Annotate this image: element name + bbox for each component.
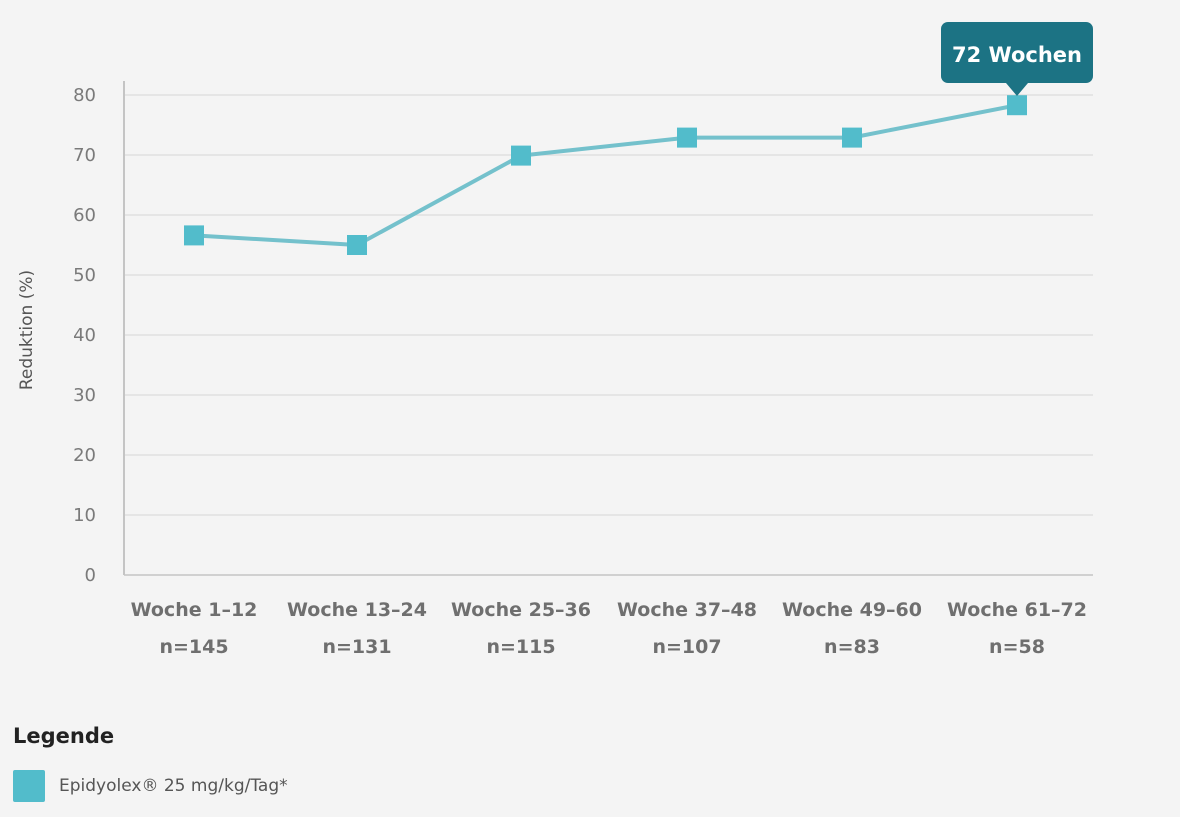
y-tick-label: 70 [73, 145, 96, 166]
x-category-label: Woche 1–12 [131, 599, 258, 621]
callout-box [941, 22, 1093, 83]
legend-item: Epidyolex® 25 mg/kg/Tag* [13, 770, 613, 802]
reduction-line-chart: 0 10 20 30 40 50 60 70 80 Reduktion (%) Woche 1–… [17, 22, 1093, 658]
y-tick-label: 80 [73, 85, 96, 106]
x-sample-size-label: n=131 [322, 636, 391, 658]
callout-72-wochen: 72 Wochen [941, 22, 1093, 96]
data-point-marker [511, 145, 531, 166]
legend-swatch [13, 770, 45, 802]
x-category-label: Woche 13–24 [287, 599, 427, 621]
x-category-label: Woche 37–48 [617, 599, 757, 621]
y-tick-label: 60 [73, 205, 96, 226]
y-tick-labels: 0 10 20 30 40 50 60 70 80 [73, 85, 96, 586]
series-markers [184, 95, 1027, 255]
y-axis-label: Reduktion (%) [17, 270, 37, 390]
gridlines [124, 94, 1093, 576]
x-category-label: Woche 25–36 [451, 599, 591, 621]
y-tick-label: 50 [73, 265, 96, 286]
y-tick-label: 0 [85, 565, 96, 586]
x-sample-size-label: n=107 [652, 636, 721, 658]
x-sample-size-label: n=145 [159, 636, 228, 658]
legend-title: Legende [13, 724, 115, 748]
y-tick-label: 40 [73, 325, 96, 346]
data-point-marker [677, 127, 697, 148]
callout-pointer [1006, 83, 1028, 96]
x-category-label: Woche 49–60 [782, 599, 922, 621]
x-category-labels: Woche 1–12 n=145 Woche 13–24 n=131 Woche 25–… [131, 599, 1087, 658]
legend-item-label: Epidyolex® 25 mg/kg/Tag* [59, 776, 288, 796]
x-sample-size-label: n=83 [824, 636, 880, 658]
x-sample-size-label: n=115 [486, 636, 555, 658]
y-tick-label: 10 [73, 505, 96, 526]
data-point-marker [347, 235, 367, 255]
y-tick-label: 20 [73, 445, 96, 466]
data-point-marker [1007, 95, 1027, 116]
legend: Legende Epidyolex® 25 mg/kg/Tag* [13, 722, 613, 802]
data-point-marker [842, 127, 862, 148]
data-point-marker [184, 225, 204, 246]
series-line [193, 103, 1018, 247]
x-sample-size-label: n=58 [989, 636, 1045, 658]
y-tick-label: 30 [73, 385, 96, 406]
x-category-label: Woche 61–72 [947, 599, 1087, 621]
callout-text: 72 Wochen [952, 43, 1082, 67]
